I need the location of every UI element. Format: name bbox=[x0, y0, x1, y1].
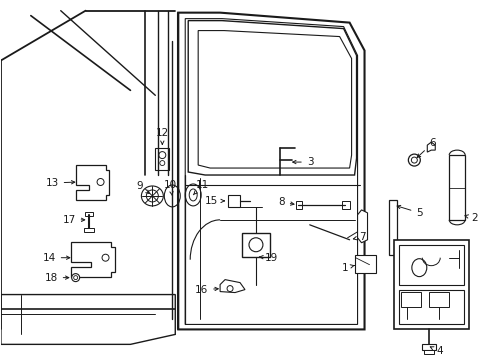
Bar bbox=[428, 292, 448, 306]
Ellipse shape bbox=[185, 184, 201, 206]
Bar bbox=[83, 228, 93, 232]
Text: 7: 7 bbox=[353, 232, 366, 242]
Bar bbox=[422, 345, 435, 350]
Text: 10: 10 bbox=[163, 180, 177, 195]
Text: 12: 12 bbox=[155, 128, 168, 144]
Polygon shape bbox=[188, 21, 356, 175]
Bar bbox=[84, 212, 92, 216]
Text: 2: 2 bbox=[464, 213, 477, 223]
Text: 19: 19 bbox=[259, 253, 278, 263]
Polygon shape bbox=[178, 13, 364, 329]
Ellipse shape bbox=[411, 259, 426, 276]
Bar bbox=[448, 155, 464, 220]
Polygon shape bbox=[357, 210, 367, 243]
Polygon shape bbox=[76, 165, 108, 200]
Text: 8: 8 bbox=[278, 197, 293, 207]
Text: 14: 14 bbox=[42, 253, 70, 263]
Bar bbox=[424, 350, 433, 354]
Ellipse shape bbox=[72, 274, 80, 282]
Bar bbox=[388, 200, 397, 255]
Bar bbox=[242, 233, 269, 257]
Ellipse shape bbox=[141, 186, 163, 206]
Ellipse shape bbox=[164, 185, 180, 207]
Polygon shape bbox=[427, 142, 434, 152]
Polygon shape bbox=[220, 280, 244, 293]
Bar bbox=[354, 255, 376, 273]
Text: 9: 9 bbox=[137, 181, 149, 194]
Ellipse shape bbox=[410, 157, 416, 163]
Text: 4: 4 bbox=[429, 346, 442, 356]
Ellipse shape bbox=[226, 285, 233, 292]
Ellipse shape bbox=[248, 238, 263, 252]
Bar bbox=[399, 289, 463, 324]
Ellipse shape bbox=[159, 152, 165, 159]
Ellipse shape bbox=[74, 276, 78, 280]
Bar bbox=[394, 240, 468, 329]
Text: 15: 15 bbox=[204, 196, 224, 206]
Ellipse shape bbox=[146, 190, 158, 202]
Ellipse shape bbox=[160, 161, 164, 166]
Polygon shape bbox=[1, 294, 175, 345]
Ellipse shape bbox=[407, 154, 420, 166]
Ellipse shape bbox=[189, 189, 197, 201]
Text: 5: 5 bbox=[396, 206, 422, 218]
Text: 13: 13 bbox=[45, 178, 75, 188]
Polygon shape bbox=[71, 242, 115, 276]
Text: 16: 16 bbox=[195, 284, 218, 294]
Ellipse shape bbox=[102, 254, 109, 261]
Bar bbox=[401, 292, 421, 306]
Bar bbox=[399, 245, 463, 285]
Ellipse shape bbox=[97, 179, 104, 185]
Bar bbox=[341, 201, 349, 209]
Bar bbox=[155, 148, 169, 170]
Text: 17: 17 bbox=[62, 215, 84, 225]
Text: 1: 1 bbox=[341, 263, 353, 273]
Text: 18: 18 bbox=[44, 273, 69, 283]
Text: 6: 6 bbox=[416, 138, 435, 157]
Text: 11: 11 bbox=[193, 180, 209, 195]
Bar bbox=[295, 201, 301, 209]
Text: 3: 3 bbox=[292, 157, 313, 167]
Bar bbox=[227, 195, 240, 207]
